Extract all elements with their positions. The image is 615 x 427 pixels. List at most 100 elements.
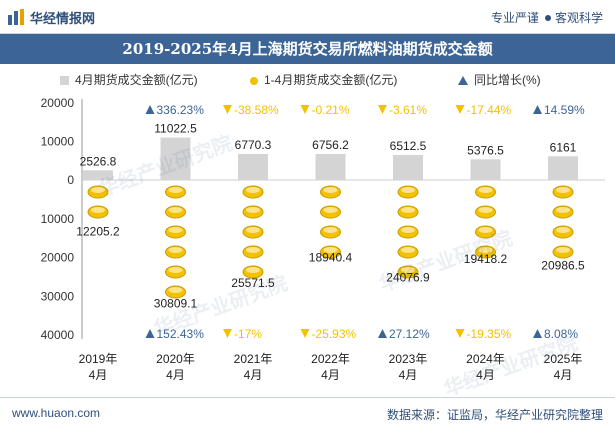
coin-icon-highlight <box>91 207 105 213</box>
y-tick-label: 0 <box>67 173 74 187</box>
monthly-bar <box>548 156 578 180</box>
footer-bar: www.huaon.com 数据来源：证监局，华经产业研究院整理 <box>0 397 615 427</box>
monthly-growth-label: -3.61% <box>389 103 427 117</box>
x-tick-label: 4月 <box>554 368 573 382</box>
x-tick-label: 2023年 <box>389 352 428 366</box>
monthly-value-label: 6770.3 <box>235 138 272 152</box>
footer-url[interactable]: www.huaon.com <box>12 406 101 420</box>
monthly-value-label: 6161 <box>550 140 577 154</box>
cumulative-value-label: 24076.9 <box>386 270 430 284</box>
monthly-growth-label: 336.23% <box>157 103 205 117</box>
legend-triangle-swatch <box>458 76 468 85</box>
monthly-bar <box>238 153 268 180</box>
coin-icon-highlight <box>91 187 105 193</box>
cumulative-growth-label: 152.43% <box>157 327 205 341</box>
legend-cumulative: 1-4月期货成交金额(亿元) <box>250 71 397 88</box>
monthly-value-label: 11022.5 <box>154 122 197 136</box>
monthly-growth-label: -0.21% <box>312 103 350 117</box>
cumulative-growth-label: 27.12% <box>389 327 430 341</box>
coin-icon-highlight <box>556 227 570 233</box>
x-tick-label: 4月 <box>166 368 185 382</box>
y-tick-label: 10000 <box>41 212 75 226</box>
x-tick-label: 2021年 <box>234 352 273 366</box>
legend-cumulative-label: 1-4月期货成交金额(亿元) <box>264 73 398 87</box>
x-tick-label: 4月 <box>476 368 495 382</box>
coin-icon-highlight <box>478 207 493 213</box>
monthly-bar <box>315 153 346 180</box>
monthly-bar <box>160 137 191 180</box>
monthly-value-label: 6756.2 <box>312 138 349 152</box>
y-tick-label: 30000 <box>41 289 75 303</box>
coin-icon-highlight <box>168 287 183 293</box>
monthly-growth-down-icon <box>378 105 387 114</box>
monthly-value-label: 6512.5 <box>390 139 427 153</box>
coin-icon-highlight <box>478 227 493 233</box>
cumulative-value-label: 25571.5 <box>231 276 275 290</box>
brand-logo-icon <box>8 9 24 25</box>
legend-growth: 同比增长(%) <box>458 71 541 88</box>
legend-growth-label: 同比增长(%) <box>474 73 541 87</box>
brand-name: 华经情报网 <box>30 11 96 26</box>
title-bar: 2019-2025年4月上海期货交易所燃料油期货成交金额 <box>0 34 615 64</box>
coin-icon-highlight <box>168 227 183 233</box>
x-tick-label: 2020年 <box>156 352 195 366</box>
cumulative-growth-label: -19.35% <box>467 327 512 341</box>
cumulative-growth-label: -17% <box>234 327 262 341</box>
coin-icon-highlight <box>401 187 415 193</box>
cumulative-value-label: 20986.5 <box>541 258 585 272</box>
cumulative-growth-down-icon <box>223 329 232 338</box>
monthly-value-label: 2526.8 <box>80 154 117 168</box>
y-tick-label: 40000 <box>41 328 75 342</box>
coin-icon-highlight <box>168 207 183 213</box>
cumulative-growth-down-icon <box>300 329 310 338</box>
x-tick-label: 2025年 <box>544 352 583 366</box>
legend-bar-swatch <box>60 76 69 85</box>
monthly-growth-up-icon <box>533 105 542 114</box>
footer-source: 数据来源：证监局，华经产业研究院整理 <box>386 408 603 422</box>
bullet-icon <box>544 14 551 21</box>
coin-icon-highlight <box>323 247 338 253</box>
chart-legend: 4月期货成交金额(亿元) 1-4月期货成交金额(亿元) 同比增长(%) <box>0 66 615 90</box>
legend-coin-swatch <box>250 77 258 85</box>
legend-monthly: 4月期货成交金额(亿元) <box>60 71 198 88</box>
coin-icon-highlight <box>168 187 183 193</box>
coin-icon-highlight <box>323 187 338 193</box>
y-tick-label: 10000 <box>41 135 75 149</box>
coin-icon-highlight <box>246 207 260 213</box>
coin-icon-highlight <box>246 227 260 233</box>
coin-icon-highlight <box>401 227 415 233</box>
cumulative-growth-up-icon <box>378 329 387 338</box>
coin-icon-highlight <box>246 267 260 273</box>
monthly-bar <box>393 154 423 180</box>
chart-title: 2019-2025年4月上海期货交易所燃料油期货成交金额 <box>122 40 493 58</box>
x-tick-label: 2022年 <box>311 352 350 366</box>
monthly-growth-up-icon <box>145 105 155 114</box>
x-tick-label: 4月 <box>89 368 108 382</box>
coin-icon-highlight <box>168 267 183 273</box>
monthly-growth-label: -17.44% <box>467 103 512 117</box>
x-tick-label: 4月 <box>399 368 418 382</box>
header-bar: 华经情报网 专业严谨 客观科学 <box>0 0 615 34</box>
coin-icon-highlight <box>478 247 493 253</box>
coin-icon-highlight <box>556 207 570 213</box>
cumulative-growth-up-icon <box>145 329 155 338</box>
monthly-growth-label: 14.59% <box>544 103 585 117</box>
tag-objective: 客观科学 <box>554 11 603 25</box>
y-tick-label: 20000 <box>41 251 75 265</box>
cumulative-growth-label: 8.08% <box>544 327 578 341</box>
coin-icon-highlight <box>556 247 570 253</box>
coin-icon-highlight <box>401 247 415 253</box>
legend-monthly-label: 4月期货成交金额(亿元) <box>75 73 198 87</box>
monthly-growth-label: -38.58% <box>234 103 279 117</box>
coin-icon-highlight <box>323 227 338 233</box>
coin-icon-highlight <box>168 247 183 253</box>
x-tick-label: 4月 <box>244 368 263 382</box>
tag-professional: 专业严谨 <box>490 11 539 25</box>
coin-icon-highlight <box>246 247 260 253</box>
x-tick-label: 4月 <box>321 368 340 382</box>
cumulative-value-label: 30809.1 <box>154 296 198 310</box>
monthly-value-label: 5376.5 <box>467 143 504 157</box>
y-tick-label: 20000 <box>41 96 75 110</box>
cumulative-value-label: 19418.2 <box>464 252 508 266</box>
